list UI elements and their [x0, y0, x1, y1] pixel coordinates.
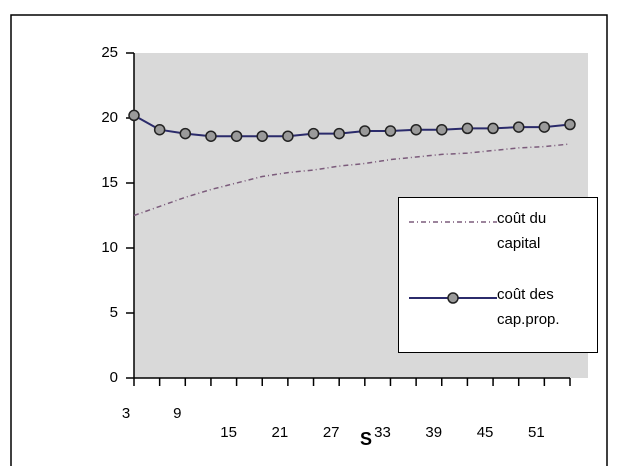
legend-swatch [409, 292, 497, 304]
x-tick-label: 21 [272, 424, 289, 441]
y-tick-label: 0 [110, 369, 118, 386]
legend-label: coût des cap.prop. [497, 286, 560, 328]
point [333, 127, 345, 140]
point [153, 123, 166, 136]
legend-swatch [409, 221, 497, 223]
point [205, 130, 217, 142]
x-tick-label: 39 [425, 424, 442, 441]
x-tick-label: 51 [528, 424, 545, 441]
x-axis-label: S [360, 429, 372, 449]
legend-entry: coût du capital [399, 206, 599, 278]
x-tick-label: 3 [122, 405, 130, 422]
point [384, 125, 397, 137]
point [538, 121, 551, 133]
point [512, 121, 525, 133]
point [128, 109, 140, 122]
x-tick-label: 9 [173, 405, 181, 422]
x-tick-label: 27 [323, 424, 340, 441]
point [179, 127, 192, 140]
x-tick-label: 45 [477, 424, 494, 441]
point [359, 125, 371, 137]
point [282, 130, 294, 142]
series-line [133, 143, 571, 217]
legend-entry: coût des cap.prop. [399, 282, 599, 354]
y-tick-label: 10 [101, 239, 118, 256]
point [487, 122, 499, 135]
x-tick-label: 33 [374, 424, 391, 441]
point [436, 123, 448, 136]
point [564, 118, 576, 131]
point [410, 123, 422, 136]
legend-label: coût du capital [497, 210, 547, 252]
point [307, 127, 320, 140]
legend-marker [447, 292, 459, 304]
x-tick-label: 15 [220, 424, 237, 441]
y-tick-label: 5 [110, 304, 118, 321]
y-tick-label: 20 [101, 109, 118, 126]
point [256, 130, 268, 142]
y-tick-label: 15 [101, 174, 118, 191]
legend: coût du capital coût des cap.prop. [398, 197, 598, 353]
y-tick-label: 25 [101, 44, 118, 61]
point [230, 130, 243, 142]
point [461, 122, 474, 135]
